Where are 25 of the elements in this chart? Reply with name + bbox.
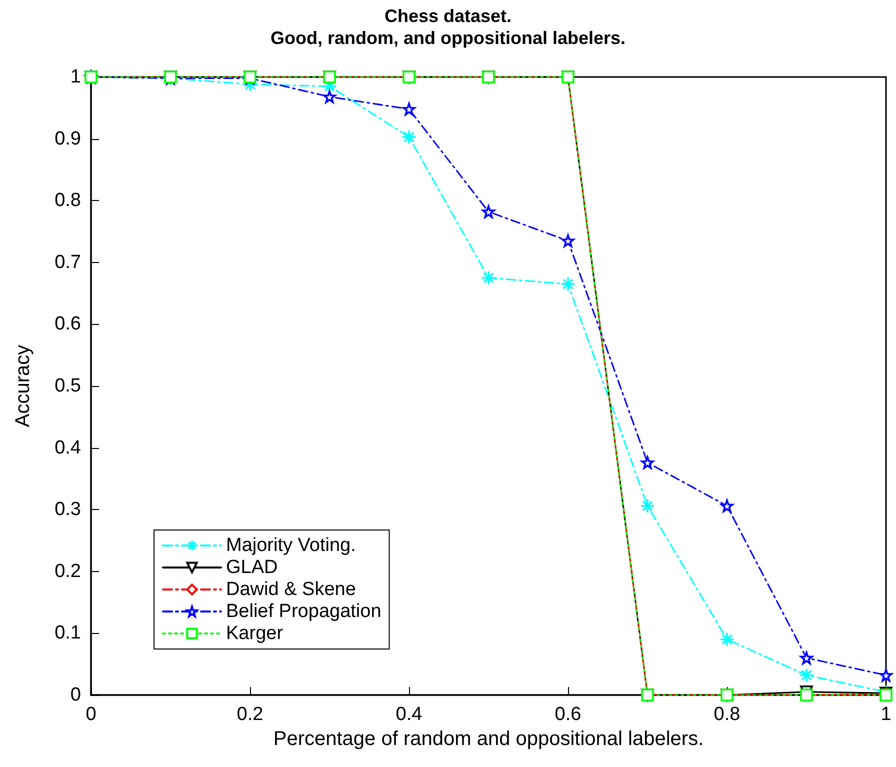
legend-label: Belief Propagation: [226, 601, 382, 622]
y-tick-label: 0.8: [54, 190, 81, 212]
x-tick-label: 0.2: [236, 704, 264, 725]
y-tick-label: 1: [70, 66, 81, 88]
y-tick-label: 0.9: [54, 128, 81, 150]
y-axis-title: Accuracy: [12, 344, 34, 428]
y-tick-label: 0.1: [54, 622, 81, 644]
legend-label: GLAD: [226, 557, 278, 578]
y-tick-label: 0.5: [54, 376, 81, 396]
y-tick-label: 0: [70, 684, 81, 706]
y-tick-label: 0.3: [54, 499, 81, 520]
legend-label: Karger: [226, 623, 284, 644]
y-tick-label: 0.7: [54, 252, 81, 273]
x-tick-label: 0.4: [396, 704, 423, 725]
x-tick-label: 0: [86, 704, 96, 725]
x-tick-label: 0.6: [554, 704, 582, 725]
x-axis-title: Percentage of random and oppositional labelers.: [273, 728, 704, 750]
legend-label: Dawid & Skene: [226, 579, 356, 600]
y-tick-label: 0.6: [54, 314, 81, 335]
x-tick-label: 1: [880, 704, 892, 725]
x-tick-label: 0.8: [714, 704, 740, 725]
y-tick-label: 0.2: [54, 560, 81, 582]
legend-label: Majority Voting.: [226, 535, 356, 556]
y-tick-label: 0.4: [54, 437, 82, 458]
chart-title: Chess dataset. Good, random, and oppositional labelers.: [270, 6, 626, 48]
